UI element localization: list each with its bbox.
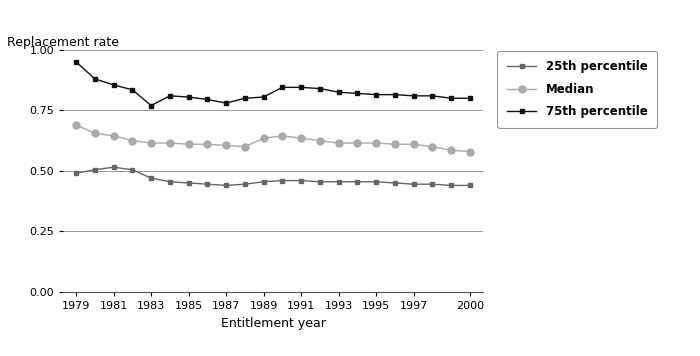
75th percentile: [447, 96, 455, 100]
Median: [260, 136, 268, 140]
Median: [372, 141, 380, 145]
75th percentile: [241, 96, 249, 100]
75th percentile: [72, 60, 80, 64]
Median: [166, 141, 174, 145]
25th percentile: [354, 180, 362, 184]
25th percentile: [166, 180, 174, 184]
75th percentile: [222, 101, 230, 105]
Median: [410, 142, 418, 146]
25th percentile: [297, 178, 305, 183]
Median: [147, 141, 155, 145]
Median: [466, 150, 474, 154]
Median: [278, 134, 286, 138]
25th percentile: [72, 171, 80, 176]
25th percentile: [372, 180, 380, 184]
25th percentile: [109, 165, 118, 169]
25th percentile: [91, 168, 99, 172]
25th percentile: [466, 183, 474, 188]
25th percentile: [316, 180, 324, 184]
75th percentile: [335, 90, 343, 94]
75th percentile: [109, 83, 118, 87]
75th percentile: [354, 91, 362, 95]
75th percentile: [147, 103, 155, 108]
Median: [222, 143, 230, 148]
Median: [109, 134, 118, 138]
Median: [241, 145, 249, 149]
25th percentile: [128, 168, 136, 172]
25th percentile: [410, 182, 418, 186]
75th percentile: [260, 95, 268, 99]
25th percentile: [278, 178, 286, 183]
Median: [354, 141, 362, 145]
Line: Median: Median: [73, 121, 473, 155]
Median: [391, 142, 399, 146]
75th percentile: [410, 94, 418, 98]
75th percentile: [466, 96, 474, 100]
75th percentile: [184, 95, 192, 99]
Legend: 25th percentile, Median, 75th percentile: 25th percentile, Median, 75th percentile: [497, 51, 657, 128]
75th percentile: [316, 87, 324, 91]
Text: Replacement rate: Replacement rate: [7, 36, 119, 49]
25th percentile: [147, 176, 155, 180]
75th percentile: [391, 93, 399, 97]
Median: [91, 131, 99, 136]
75th percentile: [128, 88, 136, 92]
25th percentile: [184, 181, 192, 185]
25th percentile: [222, 183, 230, 188]
75th percentile: [278, 85, 286, 89]
Median: [128, 138, 136, 143]
75th percentile: [203, 97, 211, 101]
75th percentile: [297, 85, 305, 89]
25th percentile: [428, 182, 437, 186]
Median: [335, 141, 343, 145]
Median: [72, 123, 80, 127]
75th percentile: [166, 94, 174, 98]
Line: 25th percentile: 25th percentile: [74, 165, 473, 188]
25th percentile: [260, 180, 268, 184]
75th percentile: [91, 77, 99, 81]
25th percentile: [203, 182, 211, 186]
Median: [203, 142, 211, 146]
25th percentile: [241, 182, 249, 186]
X-axis label: Entitlement year: Entitlement year: [220, 316, 326, 330]
25th percentile: [447, 183, 455, 188]
Median: [184, 142, 192, 146]
Median: [316, 138, 324, 143]
25th percentile: [335, 180, 343, 184]
Median: [447, 148, 455, 152]
Line: 75th percentile: 75th percentile: [74, 59, 473, 108]
75th percentile: [372, 93, 380, 97]
75th percentile: [428, 94, 437, 98]
25th percentile: [391, 181, 399, 185]
Median: [297, 136, 305, 140]
Median: [428, 145, 437, 149]
